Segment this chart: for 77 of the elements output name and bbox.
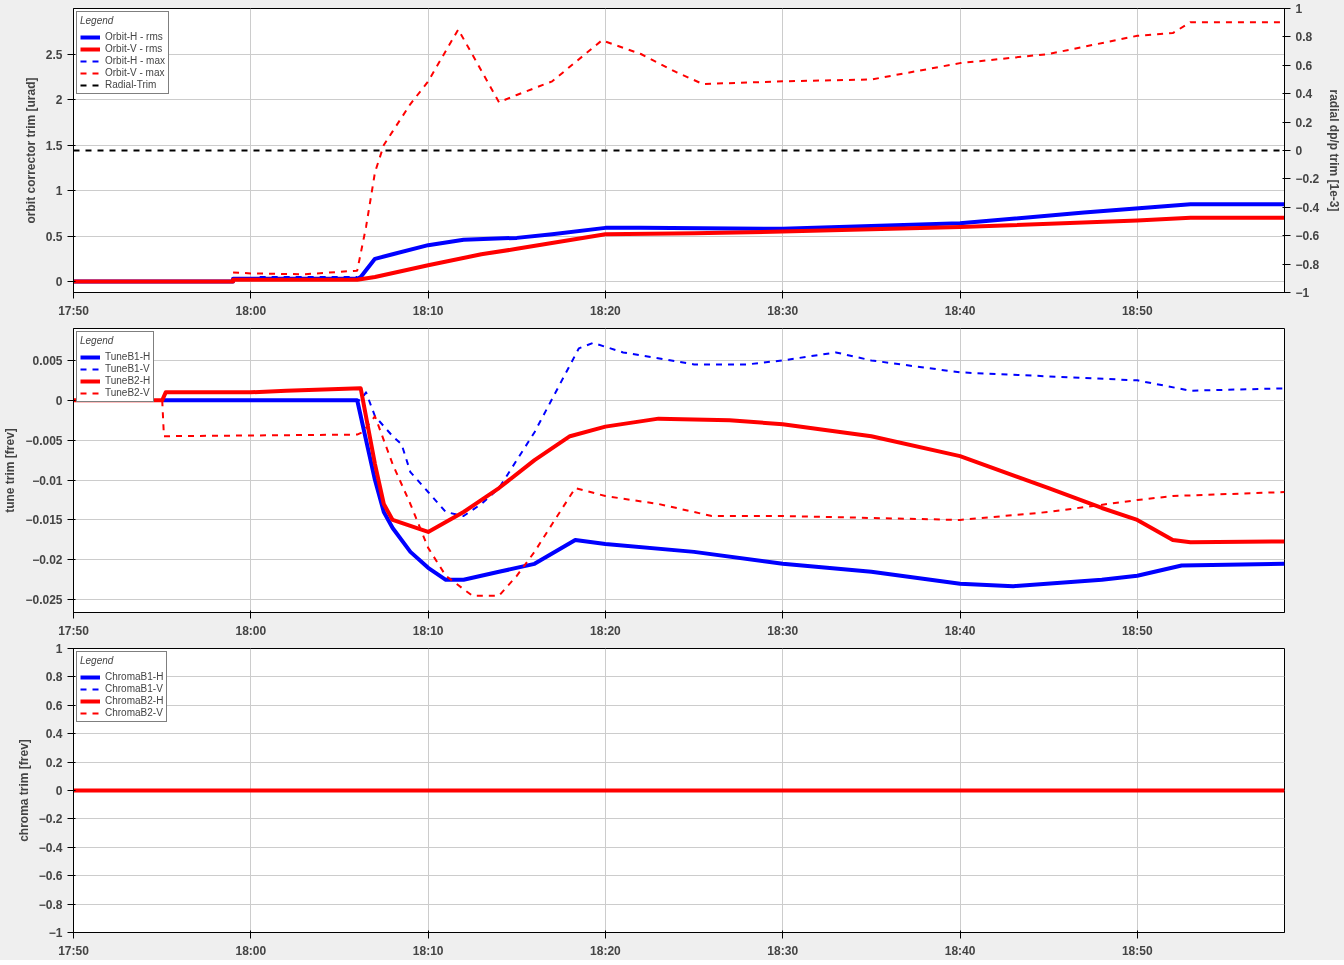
y-tick-label: −0.2 bbox=[38, 812, 63, 827]
y-tick-label: 1.5 bbox=[45, 138, 63, 153]
legend-label: Orbit-V - max bbox=[105, 67, 165, 78]
y-tick-label: −0.015 bbox=[25, 513, 63, 528]
y-tick-label: 0 bbox=[55, 784, 63, 798]
y-tick-label: −0.01 bbox=[32, 473, 63, 488]
legend-label: ChromaB1-H bbox=[105, 671, 164, 682]
x-tick-label: 18:20 bbox=[590, 303, 622, 318]
y-tick-label: 2 bbox=[55, 93, 63, 108]
y2-tick-label: 0.8 bbox=[1295, 30, 1313, 45]
y2-tick-label: −0.4 bbox=[1295, 200, 1320, 215]
x-tick-label: 18:40 bbox=[944, 303, 976, 318]
y-tick-label: −0.02 bbox=[32, 553, 63, 568]
y-tick-label: −0.8 bbox=[38, 897, 63, 912]
legend-title: Legend bbox=[80, 15, 115, 26]
y-tick-label: 0.5 bbox=[45, 229, 63, 244]
x-tick-label: 18:20 bbox=[590, 943, 622, 958]
x-tick-label: 18:50 bbox=[1121, 943, 1153, 958]
y-tick-label: −1 bbox=[48, 926, 63, 940]
x-tick-label: 18:10 bbox=[412, 943, 444, 958]
legend-label: ChromaB1-V bbox=[105, 683, 163, 694]
x-tick-label: 18:30 bbox=[767, 303, 799, 318]
x-tick-label: 18:00 bbox=[235, 623, 267, 638]
x-tick-label: 18:00 bbox=[235, 943, 267, 958]
x-tick-label: 18:10 bbox=[412, 623, 444, 638]
y-axis-title: orbit corrector trim [urad] bbox=[23, 77, 38, 224]
x-tick-label: 18:50 bbox=[1121, 623, 1153, 638]
legend-label: ChromaB2-H bbox=[105, 695, 164, 706]
y-tick-label: −0.005 bbox=[25, 433, 63, 448]
y2-tick-label: −0.6 bbox=[1295, 229, 1320, 244]
y-tick-label: −0.6 bbox=[38, 869, 63, 884]
y-axis-title: tune trim [frev] bbox=[3, 428, 18, 513]
y-tick-label: 0.6 bbox=[45, 698, 63, 713]
y-tick-label: 1 bbox=[55, 184, 63, 199]
legend-title: Legend bbox=[80, 335, 115, 346]
y-tick-label: 2.5 bbox=[45, 47, 63, 62]
x-tick-label: 17:50 bbox=[58, 303, 90, 318]
legend-label: TuneB2-V bbox=[105, 387, 150, 398]
legend-label: TuneB2-H bbox=[105, 375, 151, 386]
x-tick-label: 17:50 bbox=[58, 943, 90, 958]
y-tick-label: −0.025 bbox=[25, 593, 63, 608]
legend-label: ChromaB2-V bbox=[105, 707, 163, 718]
y-tick-label: 0.8 bbox=[45, 670, 63, 685]
legend-label: TuneB1-V bbox=[105, 363, 150, 374]
x-tick-label: 17:50 bbox=[58, 623, 90, 638]
x-tick-label: 18:20 bbox=[590, 623, 622, 638]
legend-label: Orbit-V - rms bbox=[105, 43, 163, 54]
legend-label: Orbit-H - max bbox=[105, 55, 165, 66]
legend-label: Radial-Trim bbox=[105, 79, 157, 90]
x-tick-label: 18:30 bbox=[767, 623, 799, 638]
y2-tick-label: 0.2 bbox=[1295, 115, 1313, 130]
legend-title: Legend bbox=[80, 655, 115, 666]
y2-tick-label: −0.2 bbox=[1295, 172, 1320, 187]
x-tick-label: 18:00 bbox=[235, 303, 267, 318]
legend-label: Orbit-H - rms bbox=[105, 31, 163, 42]
y2-tick-label: −0.8 bbox=[1295, 257, 1320, 272]
x-tick-label: 18:40 bbox=[944, 623, 976, 638]
y2-tick-label: 1 bbox=[1295, 2, 1303, 16]
y-axis-title: chroma trim [frev] bbox=[16, 739, 31, 842]
y2-tick-label: −1 bbox=[1295, 286, 1310, 300]
y-tick-label: 0.2 bbox=[45, 755, 63, 770]
y2-tick-label: 0.6 bbox=[1295, 58, 1313, 73]
x-tick-label: 18:40 bbox=[944, 943, 976, 958]
y-tick-label: 0 bbox=[55, 275, 63, 290]
legend-label: TuneB1-H bbox=[105, 351, 151, 362]
x-tick-label: 18:10 bbox=[412, 303, 444, 318]
y-tick-label: 0 bbox=[55, 393, 63, 408]
y-tick-label: −0.4 bbox=[38, 840, 63, 855]
x-tick-label: 18:50 bbox=[1121, 303, 1153, 318]
y-tick-label: 0.005 bbox=[32, 353, 63, 368]
y-tick-label: 0.4 bbox=[45, 727, 63, 742]
line-series bbox=[73, 215, 1285, 284]
y2-axis-title: radial dp/p trim [1e-3] bbox=[1327, 89, 1342, 212]
y-tick-label: 1 bbox=[55, 642, 63, 656]
y2-tick-label: 0 bbox=[1295, 144, 1303, 158]
y2-tick-label: 0.4 bbox=[1295, 87, 1313, 102]
x-tick-label: 18:30 bbox=[767, 943, 799, 958]
